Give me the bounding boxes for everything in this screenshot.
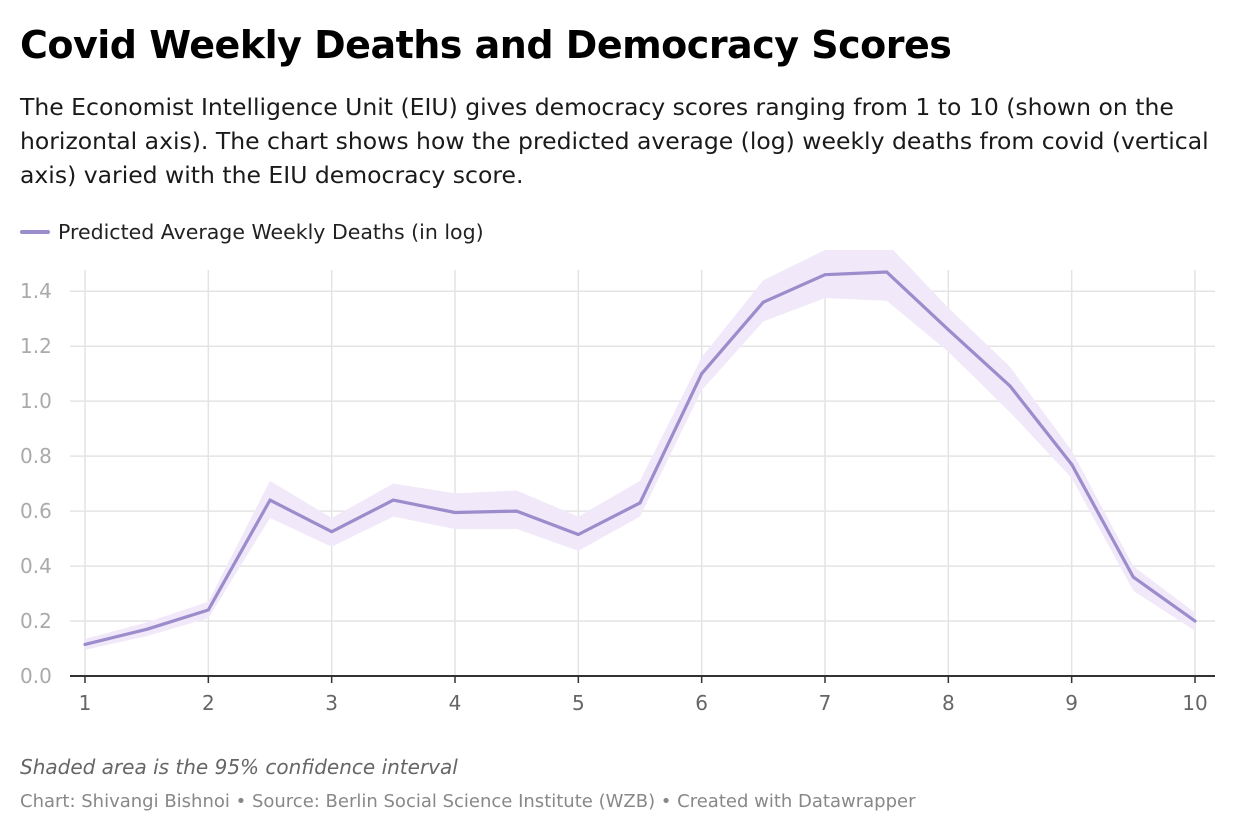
y-tick-label-6: 1.2: [20, 334, 52, 358]
y-tick-label-7: 1.4: [20, 279, 52, 303]
x-tick-label-2: 2: [202, 691, 215, 715]
data-point-15: [1008, 384, 1012, 388]
x-tick-label-1: 1: [79, 691, 92, 715]
legend-swatch: [20, 230, 50, 234]
y-gridlines: [70, 290, 1215, 622]
data-point-6: [453, 510, 457, 514]
y-tick-labels: 0.0 0.2 0.4 0.6 0.8 1.0 1.2 1.4: [20, 279, 52, 688]
data-point-10: [700, 372, 704, 376]
x-tick-label-10: 10: [1182, 691, 1207, 715]
data-point-17: [1131, 575, 1135, 579]
x-tick-label-5: 5: [572, 691, 585, 715]
data-point-16: [1070, 462, 1074, 466]
x-tick-label-3: 3: [325, 691, 338, 715]
series-line-layer: [83, 270, 1197, 646]
x-gridlines: [84, 270, 1196, 676]
legend-label: Predicted Average Weekly Deaths (in log): [58, 220, 484, 244]
data-point-18: [1193, 619, 1197, 623]
y-tick-label-4: 0.8: [20, 444, 52, 468]
chart-footer: Chart: Shivangi Bishnoi • Source: Berlin…: [20, 791, 916, 812]
series-line: [83, 270, 1197, 646]
x-tick-label-4: 4: [449, 691, 462, 715]
data-point-9: [638, 501, 642, 505]
data-point-8: [576, 532, 580, 536]
y-tick-label-3: 0.6: [20, 499, 52, 523]
chart-title: Covid Weekly Deaths and Democracy Scores: [20, 23, 952, 67]
data-point-5: [391, 498, 395, 502]
y-tick-label-0: 0.0: [20, 664, 52, 688]
data-point-12: [823, 273, 827, 277]
data-point-11: [761, 300, 765, 304]
data-point-0: [83, 642, 87, 646]
data-point-1: [145, 627, 149, 631]
data-point-3: [268, 498, 272, 502]
confidence-interval-note: Shaded area is the 95% confidence interv…: [20, 755, 458, 779]
line-chart: 0.0 0.2 0.4 0.6 0.8 1.0 1.2 1.4 1 2 3 4 5 6 7 8 9 10: [20, 250, 1215, 715]
chart-subtitle: The Economist Intelligence Unit (EIU) gi…: [20, 93, 1209, 189]
confidence-band: [85, 250, 1195, 650]
data-point-4: [330, 530, 334, 534]
x-tick-label-8: 8: [942, 691, 955, 715]
x-tick-label-6: 6: [695, 691, 708, 715]
y-tick-label-1: 0.2: [20, 609, 52, 633]
confidence-band-layer: [85, 250, 1195, 650]
y-tick-label-5: 1.0: [20, 389, 52, 413]
data-point-13: [885, 270, 889, 274]
x-axis-layer: [70, 675, 1215, 683]
y-tick-label-2: 0.4: [20, 554, 52, 578]
data-point-7: [515, 509, 519, 513]
x-tick-label-9: 9: [1065, 691, 1078, 715]
x-tick-labels: 1 2 3 4 5 6 7 8 9 10: [79, 691, 1208, 715]
data-point-14: [946, 328, 950, 332]
legend: Predicted Average Weekly Deaths (in log): [20, 216, 484, 248]
x-tick-label-7: 7: [819, 691, 832, 715]
data-point-2: [206, 608, 210, 612]
